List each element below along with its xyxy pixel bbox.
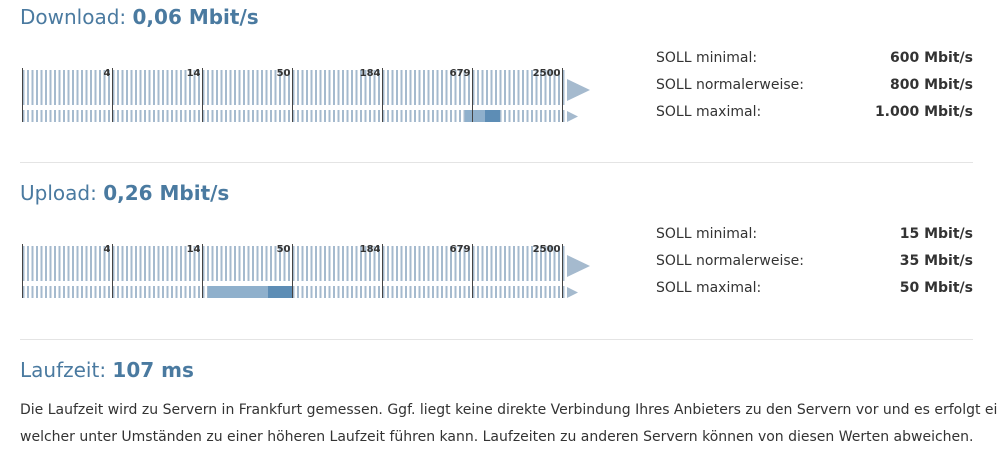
scale-label: 2500 [533, 244, 561, 255]
latency-text: Die Laufzeit wird zu Servern in Frankfur… [20, 402, 998, 418]
range-soft [465, 110, 485, 122]
latency-label: Laufzeit: [20, 358, 107, 382]
arrow [567, 287, 578, 298]
target-row: SOLL maximal: 50 Mbit/s [656, 280, 973, 296]
scale-label: 14 [187, 244, 201, 255]
target-label: SOLL normalerweise: [656, 253, 804, 269]
scale-label: 50 [277, 244, 291, 255]
latency-value: 107 ms [112, 358, 194, 382]
target-row: SOLL normalerweise: 800 Mbit/s [656, 77, 973, 93]
range-strong [268, 286, 292, 298]
separator [20, 162, 973, 163]
section-title: Upload: 0,26 Mbit/s [20, 181, 229, 205]
scale-label: 50 [277, 68, 291, 79]
target-row: SOLL normalerweise: 35 Mbit/s [656, 253, 973, 269]
scale-label: 184 [360, 68, 381, 79]
target-label: SOLL minimal: [656, 226, 758, 242]
target-value: 50 Mbit/s [899, 280, 973, 296]
arrow [567, 255, 590, 277]
target-value: 600 Mbit/s [890, 50, 973, 66]
target-label: SOLL maximal: [656, 280, 762, 296]
target-label: SOLL normalerweise: [656, 77, 804, 93]
range-soft [208, 286, 268, 298]
stripes [22, 286, 565, 298]
latency-text: welcher unter Umständen zu einer höheren… [20, 429, 974, 445]
target-row: SOLL minimal: 15 Mbit/s [656, 226, 973, 242]
target-label: SOLL minimal: [656, 50, 758, 66]
separator [20, 339, 973, 340]
section-label: Upload: [20, 181, 97, 205]
target-value: 1.000 Mbit/s [874, 104, 973, 120]
scale-label: 4 [104, 68, 111, 79]
arrow [567, 111, 578, 122]
target-row: SOLL maximal: 1.000 Mbit/s [656, 104, 973, 120]
section-title: Download: 0,06 Mbit/s [20, 5, 259, 29]
section-label: Download: [20, 5, 127, 29]
stripes [22, 110, 565, 122]
scale-label: 679 [450, 68, 471, 79]
target-value: 35 Mbit/s [899, 253, 973, 269]
speed-scale: 4 14 50 184 679 2500 [22, 244, 590, 298]
target-value: 15 Mbit/s [899, 226, 973, 242]
range-strong [485, 110, 500, 122]
target-label: SOLL maximal: [656, 104, 762, 120]
target-row: SOLL minimal: 600 Mbit/s [656, 50, 973, 66]
arrow [567, 79, 590, 101]
scale-label: 14 [187, 68, 201, 79]
scale-label: 4 [104, 244, 111, 255]
speed-scale: 4 14 50 184 679 2500 [22, 68, 590, 122]
section-value: 0,06 Mbit/s [132, 5, 259, 29]
section-value: 0,26 Mbit/s [103, 181, 230, 205]
scale-label: 679 [450, 244, 471, 255]
scale-label: 184 [360, 244, 381, 255]
target-value: 800 Mbit/s [890, 77, 973, 93]
scale-label: 2500 [533, 68, 561, 79]
latency-title: Laufzeit: 107 ms [20, 358, 194, 382]
